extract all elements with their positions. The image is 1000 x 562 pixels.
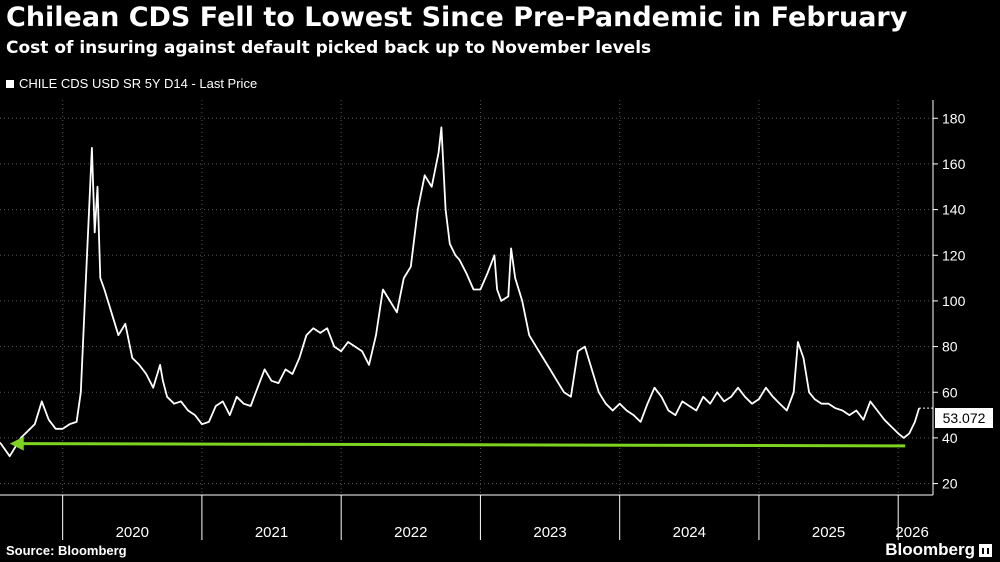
y-tick-label: 100 xyxy=(942,293,966,309)
x-tick-label: 2021 xyxy=(255,524,288,541)
x-tick-label: 2022 xyxy=(394,524,427,541)
x-tick-label: 2025 xyxy=(812,524,845,541)
y-tick-label: 140 xyxy=(942,202,966,218)
legend-swatch xyxy=(6,79,14,88)
y-tick-label: 120 xyxy=(942,247,966,263)
brand-name: Bloomberg xyxy=(885,540,975,559)
bloomberg-logo-icon xyxy=(979,543,992,557)
x-tick-label: 2020 xyxy=(116,524,149,541)
arrow-head xyxy=(9,436,24,451)
y-tick-label: 40 xyxy=(942,430,958,446)
y-tick-label: 60 xyxy=(942,384,958,400)
y-tick-label: 80 xyxy=(942,339,958,355)
chart-title: Chilean CDS Fell to Lowest Since Pre-Pan… xyxy=(6,2,908,33)
x-tick-label: 2024 xyxy=(673,524,706,541)
legend: CHILE CDS USD SR 5Y D14 - Last Price xyxy=(6,76,257,91)
y-tick-label: 20 xyxy=(942,476,958,492)
y-tick-label: 180 xyxy=(942,110,966,126)
x-tick-label: 2026 xyxy=(895,524,928,541)
x-tick-label: 2023 xyxy=(533,524,566,541)
series-line xyxy=(0,126,920,458)
y-tick-label: 160 xyxy=(942,156,966,172)
brand: Bloomberg xyxy=(885,540,992,560)
chart-subtitle: Cost of insuring against default picked … xyxy=(6,38,652,58)
legend-label: CHILE CDS USD SR 5Y D14 - Last Price xyxy=(19,76,258,91)
arrow-shaft xyxy=(19,442,906,448)
source-note: Source: Bloomberg xyxy=(6,543,127,558)
last-value-tag: 53.072 xyxy=(935,408,993,428)
